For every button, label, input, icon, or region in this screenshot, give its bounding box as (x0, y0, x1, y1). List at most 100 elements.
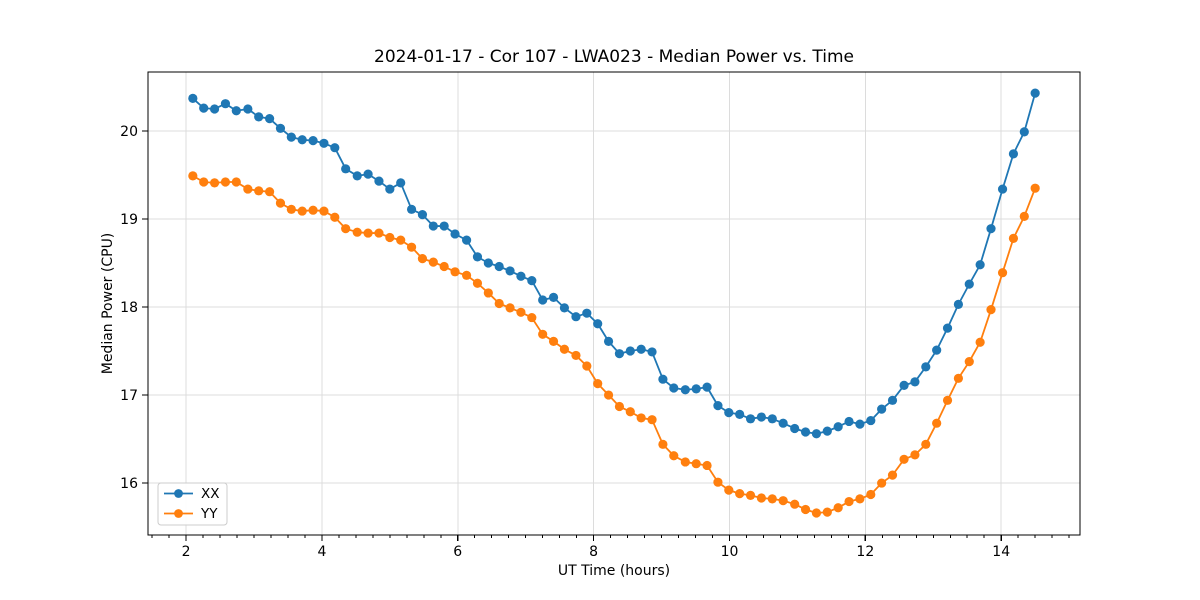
data-point-XX (636, 344, 646, 354)
data-point-XX (953, 299, 964, 309)
data-point-YY (603, 390, 614, 400)
data-point-XX (582, 308, 592, 318)
data-point-XX (669, 383, 679, 393)
data-point-XX (800, 427, 811, 437)
data-point-XX (942, 323, 953, 333)
data-point-YY (231, 177, 241, 187)
data-point-YY (571, 350, 581, 361)
y-axis-label: Median Power (CPU) (100, 233, 116, 375)
data-point-YY (953, 373, 964, 383)
data-point-XX (603, 336, 614, 346)
data-point-XX (297, 135, 307, 145)
data-point-YY (527, 312, 537, 323)
data-point-YY (811, 508, 822, 518)
data-point-XX (1019, 127, 1029, 137)
legend-marker (174, 489, 183, 498)
data-point-YY (680, 457, 690, 467)
data-point-YY (767, 494, 777, 504)
data-point-XX (385, 184, 395, 194)
data-point-YY (887, 470, 898, 480)
data-point-XX (527, 276, 537, 286)
data-point-XX (450, 229, 460, 239)
y-tick-label: 17 (120, 388, 138, 404)
data-point-XX (877, 404, 887, 414)
data-point-XX (910, 377, 920, 387)
data-point-XX (439, 221, 449, 231)
data-point-XX (483, 258, 493, 268)
data-point-YY (406, 242, 417, 252)
data-point-XX (209, 104, 220, 114)
data-point-YY (702, 460, 712, 471)
data-point-XX (396, 178, 406, 188)
data-point-XX (243, 104, 253, 114)
data-point-YY (921, 439, 931, 449)
data-point-YY (582, 361, 592, 371)
data-point-XX (811, 429, 822, 439)
series-line-YY (192, 175, 1037, 514)
y-tick-label: 16 (120, 476, 138, 492)
data-point-YY (877, 478, 887, 488)
data-point-YY (822, 507, 832, 517)
data-point-XX (352, 171, 362, 181)
data-point-XX (647, 347, 657, 357)
data-point-YY (942, 395, 953, 405)
data-point-YY (461, 270, 472, 280)
data-point-YY (844, 496, 854, 507)
data-point-YY (910, 450, 920, 460)
data-point-XX (538, 295, 548, 305)
x-tick-label: 8 (589, 544, 598, 560)
data-point-XX (199, 103, 209, 113)
data-point-YY (374, 228, 384, 238)
data-point-YY (997, 268, 1008, 278)
data-point-XX (680, 385, 690, 395)
data-point-XX (702, 382, 712, 392)
data-point-YY (330, 212, 340, 222)
data-point-XX (756, 412, 767, 422)
data-point-YY (756, 493, 767, 503)
data-point-YY (548, 336, 559, 346)
data-point-XX (691, 384, 701, 394)
y-tick-label: 18 (120, 300, 138, 316)
data-point-YY (385, 232, 395, 243)
data-point-XX (264, 114, 275, 124)
data-point-YY (866, 489, 876, 500)
data-point-YY (669, 451, 679, 461)
data-point-YY (636, 413, 646, 423)
data-point-YY (855, 494, 865, 504)
data-point-YY (363, 228, 373, 238)
data-point-XX (1030, 88, 1040, 98)
data-point-XX (767, 414, 777, 424)
data-point-YY (975, 337, 985, 347)
data-point-XX (505, 266, 515, 276)
data-point-YY (614, 401, 625, 412)
data-point-YY (735, 489, 745, 499)
data-point-YY (308, 205, 318, 215)
data-point-XX (286, 132, 296, 142)
data-point-YY (243, 184, 253, 194)
x-tick-label: 12 (856, 544, 874, 560)
data-point-XX (330, 143, 340, 153)
data-point-XX (745, 414, 756, 424)
data-point-XX (833, 422, 843, 432)
data-point-YY (1030, 183, 1040, 193)
data-point-YY (439, 261, 449, 272)
data-point-YY (254, 186, 264, 196)
data-point-XX (559, 303, 570, 313)
chart-title: 2024-01-17 - Cor 107 - LWA023 - Median P… (374, 47, 854, 67)
data-point-XX (494, 261, 504, 272)
data-point-YY (417, 254, 428, 264)
data-point-XX (899, 380, 909, 390)
data-point-XX (975, 260, 985, 270)
legend-marker (174, 509, 183, 518)
data-point-YY (188, 171, 198, 181)
data-point-XX (220, 99, 231, 109)
data-point-XX (735, 409, 745, 420)
data-point-YY (790, 499, 800, 509)
data-point-XX (822, 426, 832, 436)
data-point-XX (997, 184, 1008, 194)
data-point-YY (713, 477, 723, 487)
x-tick-label: 2 (182, 544, 191, 560)
data-point-YY (593, 379, 603, 389)
data-point-YY (516, 307, 526, 317)
data-point-XX (571, 312, 581, 322)
